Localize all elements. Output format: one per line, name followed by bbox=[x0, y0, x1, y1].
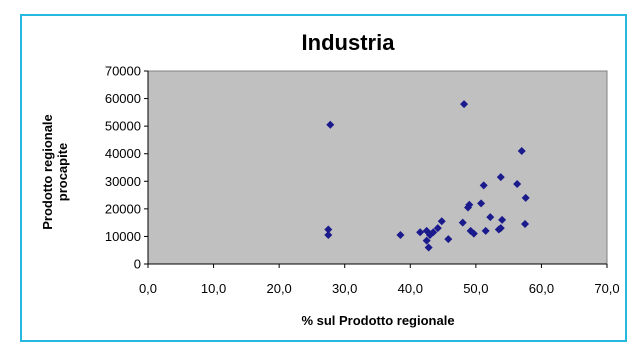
data-point bbox=[513, 180, 522, 189]
x-tick-label: 40,0 bbox=[398, 281, 423, 296]
data-point bbox=[324, 225, 333, 234]
data-point bbox=[424, 243, 433, 252]
x-tick-label: 0,0 bbox=[139, 281, 157, 296]
plot-area bbox=[147, 70, 608, 265]
data-point bbox=[326, 120, 335, 129]
x-tick-label: 50,0 bbox=[463, 281, 488, 296]
x-tick-label: 60,0 bbox=[529, 281, 554, 296]
y-axis-title-line-2: procapite bbox=[55, 143, 70, 202]
data-point bbox=[521, 220, 530, 229]
y-tick-label: 20000 bbox=[105, 201, 141, 216]
y-tick-label: 40000 bbox=[105, 146, 141, 161]
data-point bbox=[444, 235, 453, 244]
y-tick-label: 30000 bbox=[105, 174, 141, 189]
chart-title: Industria bbox=[302, 30, 396, 55]
y-tick-label: 50000 bbox=[105, 119, 141, 134]
data-point bbox=[521, 193, 530, 202]
y-tick-label: 10000 bbox=[105, 229, 141, 244]
data-point bbox=[496, 224, 505, 233]
y-axis-title-line-1: Prodotto regionale bbox=[40, 114, 55, 230]
data-point bbox=[481, 226, 490, 235]
data-point bbox=[479, 181, 488, 190]
data-point bbox=[498, 215, 507, 224]
data-point bbox=[469, 229, 478, 238]
data-point bbox=[496, 173, 505, 182]
data-point bbox=[416, 228, 425, 237]
data-point bbox=[517, 146, 526, 155]
x-tick-label: 70,0 bbox=[594, 281, 619, 296]
y-tick-label: 0 bbox=[134, 257, 141, 272]
y-tick-label: 70000 bbox=[105, 64, 141, 79]
x-tick-label: 30,0 bbox=[332, 281, 357, 296]
data-point bbox=[465, 200, 474, 209]
data-point bbox=[433, 224, 442, 233]
data-point bbox=[422, 236, 431, 245]
data-point bbox=[437, 217, 446, 226]
data-point bbox=[477, 199, 486, 208]
data-point bbox=[458, 218, 467, 227]
data-point bbox=[324, 231, 333, 240]
y-tick-label: 60000 bbox=[105, 91, 141, 106]
data-point bbox=[486, 213, 495, 222]
x-tick-label: 20,0 bbox=[266, 281, 291, 296]
x-tick-label: 10,0 bbox=[201, 281, 226, 296]
data-point bbox=[396, 231, 405, 240]
data-point bbox=[429, 228, 438, 237]
x-axis-title: % sul Prodotto regionale bbox=[301, 313, 454, 328]
data-point bbox=[460, 100, 469, 109]
